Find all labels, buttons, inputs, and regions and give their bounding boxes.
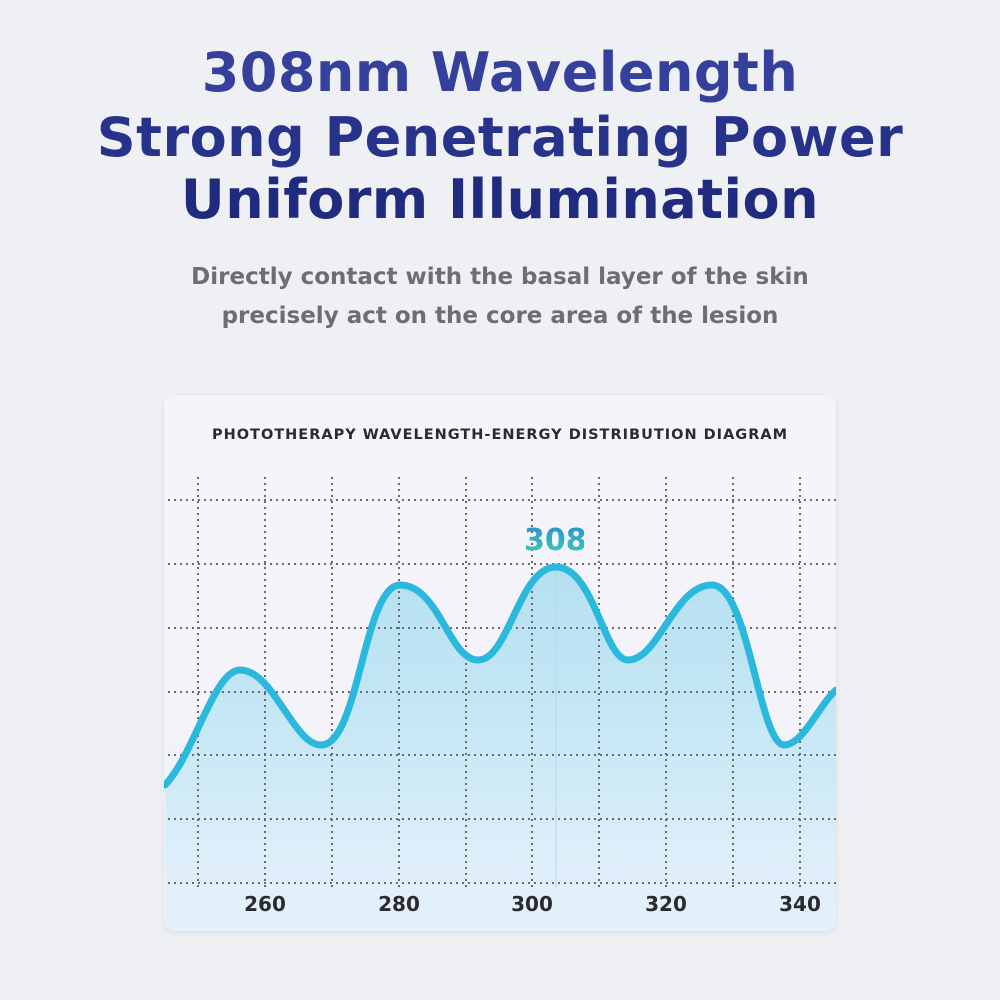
chart-card: PHOTOTHERAPY WAVELENGTH-ENERGY DISTRIBUT… xyxy=(164,395,836,931)
headline-line-3: Uniform Illumination xyxy=(180,168,820,231)
x-tick-340: 340 xyxy=(779,892,821,916)
headline-line-1: 308nm Wavelength xyxy=(201,41,799,104)
subtitle-line-1: Directly contact with the basal layer of… xyxy=(191,264,809,290)
energy-curve xyxy=(164,563,836,789)
peak-wavelength-label: 308 xyxy=(524,523,587,558)
x-tick-260: 260 xyxy=(244,892,286,916)
headline-line-2: Strong Penetrating Power xyxy=(96,106,904,169)
subtitle-line-2: precisely act on the core area of the le… xyxy=(221,303,779,329)
chart-title: PHOTOTHERAPY WAVELENGTH-ENERGY DISTRIBUT… xyxy=(211,427,789,443)
energy-area xyxy=(165,567,836,931)
wavelength-energy-plot xyxy=(164,477,836,931)
x-tick-320: 320 xyxy=(645,892,687,916)
x-tick-280: 280 xyxy=(378,892,420,916)
x-tick-300: 300 xyxy=(511,892,553,916)
